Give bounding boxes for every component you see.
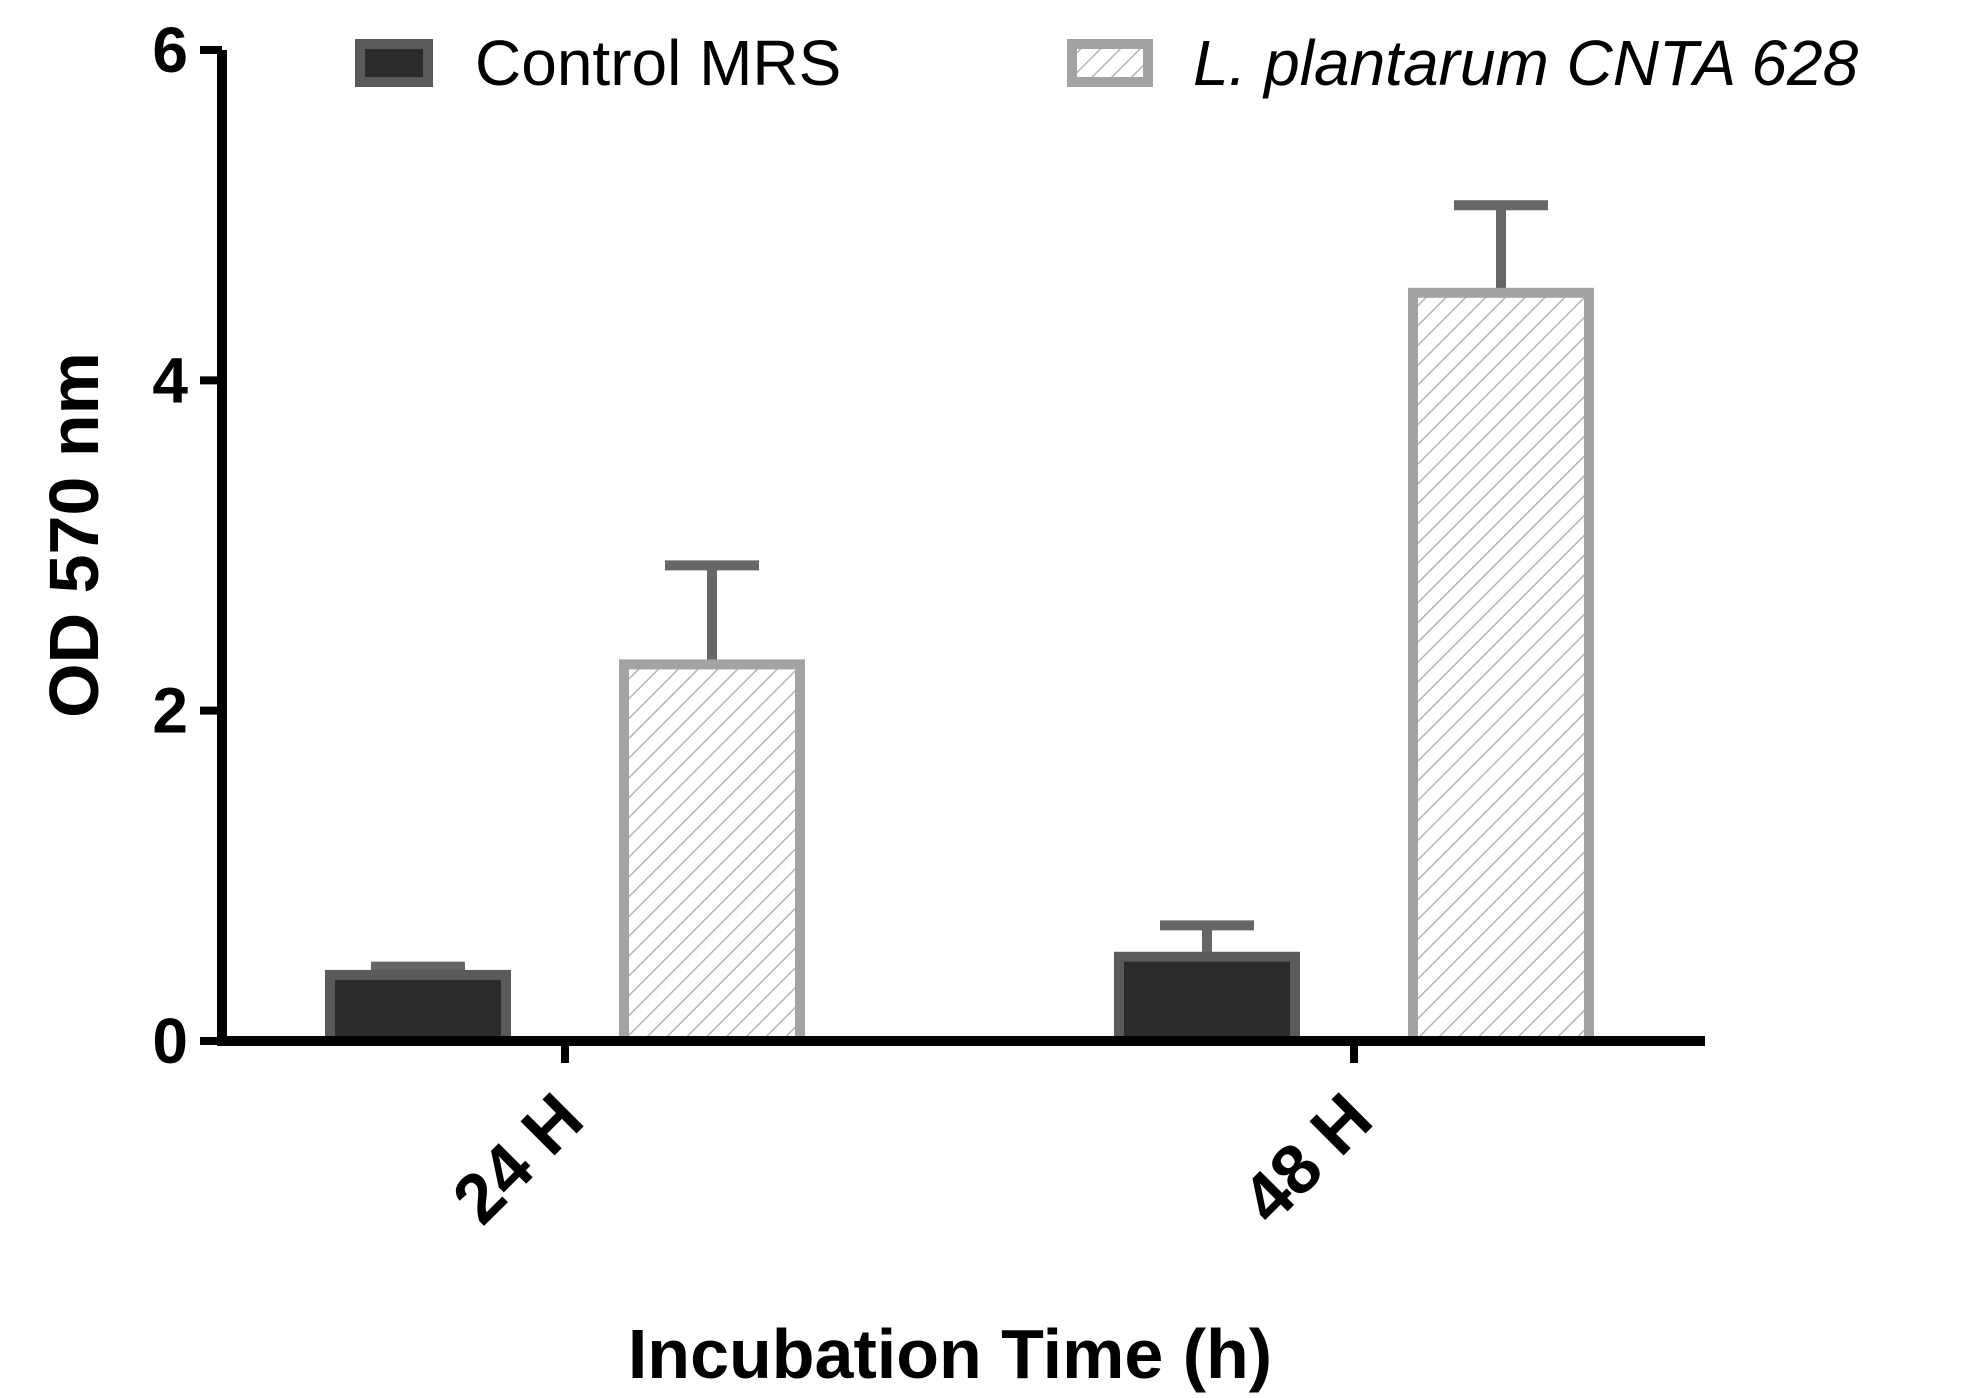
- y-tick-label: 4: [152, 344, 188, 416]
- x-tick-label: 24 H: [438, 1078, 598, 1238]
- legend-swatch-control-mrs: [355, 39, 433, 87]
- bar-control-mrs-1: [1114, 951, 1300, 1047]
- bars-layer: [325, 200, 1594, 1047]
- legend: Control MRS L. plantarum CNTA 628: [355, 27, 1859, 99]
- ticks-layer: 0 2 4 6 24 H 48 H: [152, 14, 1386, 1238]
- legend-label-control-mrs: Control MRS: [475, 27, 841, 99]
- y-axis-title: OD 570 nm: [35, 352, 113, 718]
- x-tick-label: 48 H: [1227, 1078, 1387, 1238]
- y-tick-label: 2: [152, 675, 188, 747]
- x-axis-title: Incubation Time (h): [628, 1315, 1272, 1393]
- bar-l-plantarum-0: [619, 659, 805, 1046]
- bar-control-mrs-0: [325, 969, 511, 1047]
- y-tick-label: 0: [152, 1005, 188, 1077]
- axes-layer: [217, 50, 1705, 1046]
- legend-swatch-l-plantarum: [1067, 39, 1153, 87]
- y-tick-label: 6: [152, 14, 188, 86]
- legend-label-l-plantarum: L. plantarum CNTA 628: [1193, 27, 1859, 99]
- bar-l-plantarum-1: [1408, 287, 1594, 1047]
